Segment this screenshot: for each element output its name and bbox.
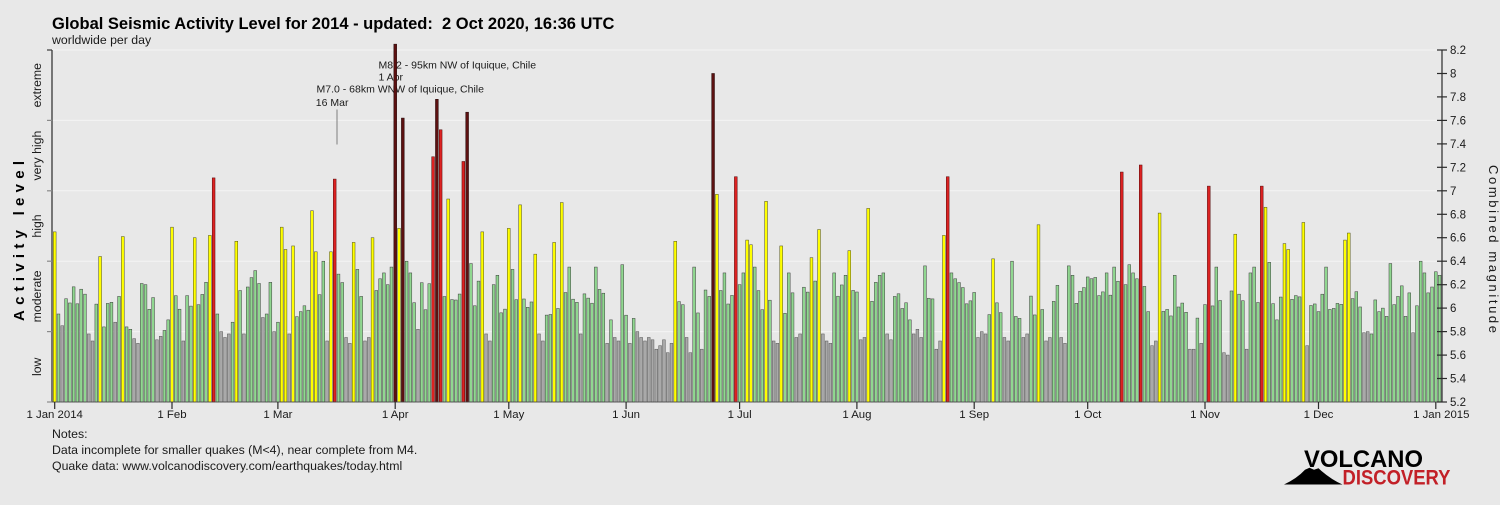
svg-text:6.8: 6.8: [1450, 209, 1466, 221]
svg-text:5.2: 5.2: [1450, 397, 1466, 409]
svg-text:1 Jan 2014: 1 Jan 2014: [27, 409, 83, 421]
svg-text:DISCOVERY: DISCOVERY: [1343, 466, 1451, 489]
svg-text:high: high: [30, 214, 44, 237]
svg-text:6.2: 6.2: [1450, 280, 1466, 292]
svg-text:1 Mar: 1 Mar: [263, 409, 292, 421]
svg-text:low: low: [30, 357, 44, 376]
svg-text:1 Apr: 1 Apr: [382, 409, 409, 421]
svg-text:1 Dec: 1 Dec: [1304, 409, 1334, 421]
svg-text:VOLCANO: VOLCANO: [1304, 446, 1423, 473]
svg-text:7.2: 7.2: [1450, 162, 1466, 174]
svg-text:5.6: 5.6: [1450, 350, 1466, 362]
svg-text:1 Nov: 1 Nov: [1190, 409, 1220, 421]
svg-text:7: 7: [1450, 186, 1456, 198]
svg-text:6: 6: [1450, 303, 1456, 315]
svg-text:16 Mar: 16 Mar: [316, 97, 349, 109]
svg-text:M8.2 - 95km NW of Iquique, Chi: M8.2 - 95km NW of Iquique, Chile: [379, 60, 537, 72]
svg-text:8.2: 8.2: [1450, 45, 1466, 57]
svg-text:1 Oct: 1 Oct: [1074, 409, 1102, 421]
svg-text:1 Feb: 1 Feb: [157, 409, 186, 421]
svg-text:7.4: 7.4: [1450, 139, 1467, 151]
svg-text:1 Sep: 1 Sep: [959, 409, 989, 421]
svg-text:M7.0 - 68km WNW of Iquique, Ch: M7.0 - 68km WNW of Iquique, Chile: [317, 84, 485, 96]
svg-text:5.8: 5.8: [1450, 327, 1466, 339]
svg-text:7.6: 7.6: [1450, 115, 1466, 127]
svg-text:1 Aug: 1 Aug: [842, 409, 871, 421]
svg-text:Global Seismic Activity Level: Global Seismic Activity Level for 2014 -…: [52, 15, 615, 33]
svg-text:1 May: 1 May: [493, 409, 524, 421]
svg-text:1 Jun: 1 Jun: [612, 409, 640, 421]
svg-text:very high: very high: [30, 130, 44, 180]
svg-text:Notes:: Notes:: [52, 427, 88, 441]
svg-text:1 Jul: 1 Jul: [728, 409, 752, 421]
svg-text:6.6: 6.6: [1450, 233, 1466, 245]
svg-text:Data incomplete for smaller qu: Data incomplete for smaller quakes (M<4)…: [52, 443, 417, 457]
svg-text:5.4: 5.4: [1450, 374, 1467, 386]
svg-text:1 Apr: 1 Apr: [379, 72, 404, 84]
svg-text:7.8: 7.8: [1450, 92, 1466, 104]
svg-text:6.4: 6.4: [1450, 256, 1467, 268]
svg-text:8: 8: [1450, 69, 1456, 81]
svg-text:moderate: moderate: [30, 270, 44, 322]
svg-text:Quake data: www.volcanodiscove: Quake data: www.volcanodiscovery.com/ear…: [52, 459, 402, 473]
svg-text:1 Jan 2015: 1 Jan 2015: [1413, 409, 1469, 421]
svg-text:extreme: extreme: [30, 63, 44, 108]
svg-text:worldwide per day: worldwide per day: [51, 33, 152, 47]
